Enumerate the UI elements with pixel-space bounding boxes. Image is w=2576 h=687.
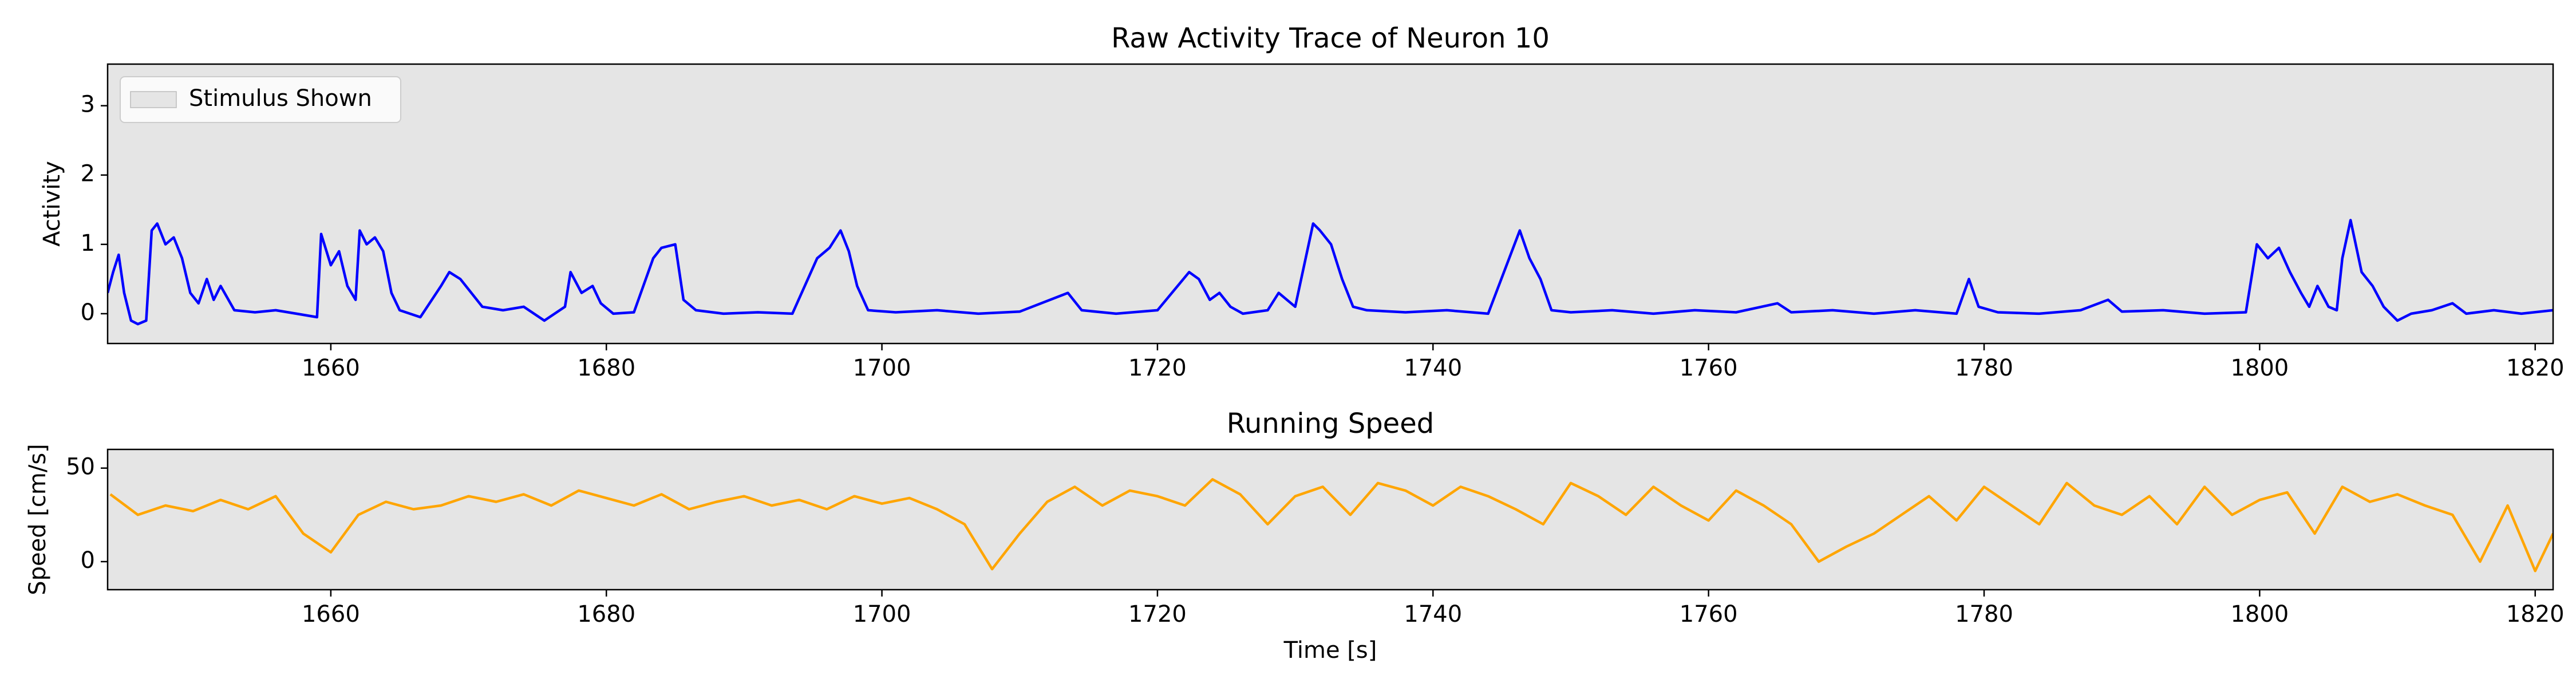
x-tick-label: 1700 bbox=[853, 601, 911, 627]
x-tick-label: 1780 bbox=[1955, 355, 2013, 381]
plot-area bbox=[109, 478, 2553, 572]
x-tick-label: 1820 bbox=[2506, 601, 2565, 627]
data-line bbox=[109, 478, 2553, 572]
legend-label: Stimulus Shown bbox=[189, 85, 372, 112]
y-tick-label: 0 bbox=[81, 299, 95, 326]
x-tick-label: 1700 bbox=[853, 355, 911, 381]
x-tick-label: 1660 bbox=[302, 601, 360, 627]
chart-title: Running Speed bbox=[1227, 408, 1434, 440]
x-tick-label: 1740 bbox=[1404, 601, 1462, 627]
x-tick-label: 1720 bbox=[1128, 601, 1187, 627]
y-tick-label: 50 bbox=[66, 454, 95, 480]
x-tick-label: 1720 bbox=[1128, 355, 1187, 381]
x-tick-label: 1820 bbox=[2506, 355, 2565, 381]
y-tick-label: 1 bbox=[81, 230, 95, 256]
stimulus-span bbox=[108, 64, 2553, 344]
plot-area bbox=[108, 219, 2553, 326]
y-tick-label: 2 bbox=[81, 161, 95, 187]
x-axis-label: Time [s] bbox=[1283, 637, 1377, 664]
x-tick-label: 1680 bbox=[577, 601, 635, 627]
stimulus-span bbox=[108, 449, 2553, 590]
x-tick-label: 1800 bbox=[2230, 355, 2289, 381]
x-tick-label: 1800 bbox=[2230, 601, 2289, 627]
x-tick-label: 1780 bbox=[1955, 601, 2013, 627]
legend-swatch bbox=[130, 91, 177, 108]
chart-title: Raw Activity Trace of Neuron 10 bbox=[1111, 22, 1550, 54]
axes-frame bbox=[106, 63, 2554, 345]
axes-frame bbox=[106, 448, 2554, 591]
x-tick-label: 1660 bbox=[302, 355, 360, 381]
y-tick-label: 0 bbox=[81, 547, 95, 574]
x-tick-label: 1760 bbox=[1680, 355, 1738, 381]
y-axis-label: Activity bbox=[39, 161, 65, 247]
x-tick-label: 1680 bbox=[577, 355, 635, 381]
legend-box bbox=[120, 76, 401, 123]
y-axis-label: Speed [cm/s] bbox=[25, 444, 51, 595]
x-tick-label: 1740 bbox=[1404, 355, 1462, 381]
x-tick-label: 1760 bbox=[1680, 601, 1738, 627]
data-line bbox=[108, 219, 2553, 326]
y-tick-label: 3 bbox=[81, 92, 95, 118]
